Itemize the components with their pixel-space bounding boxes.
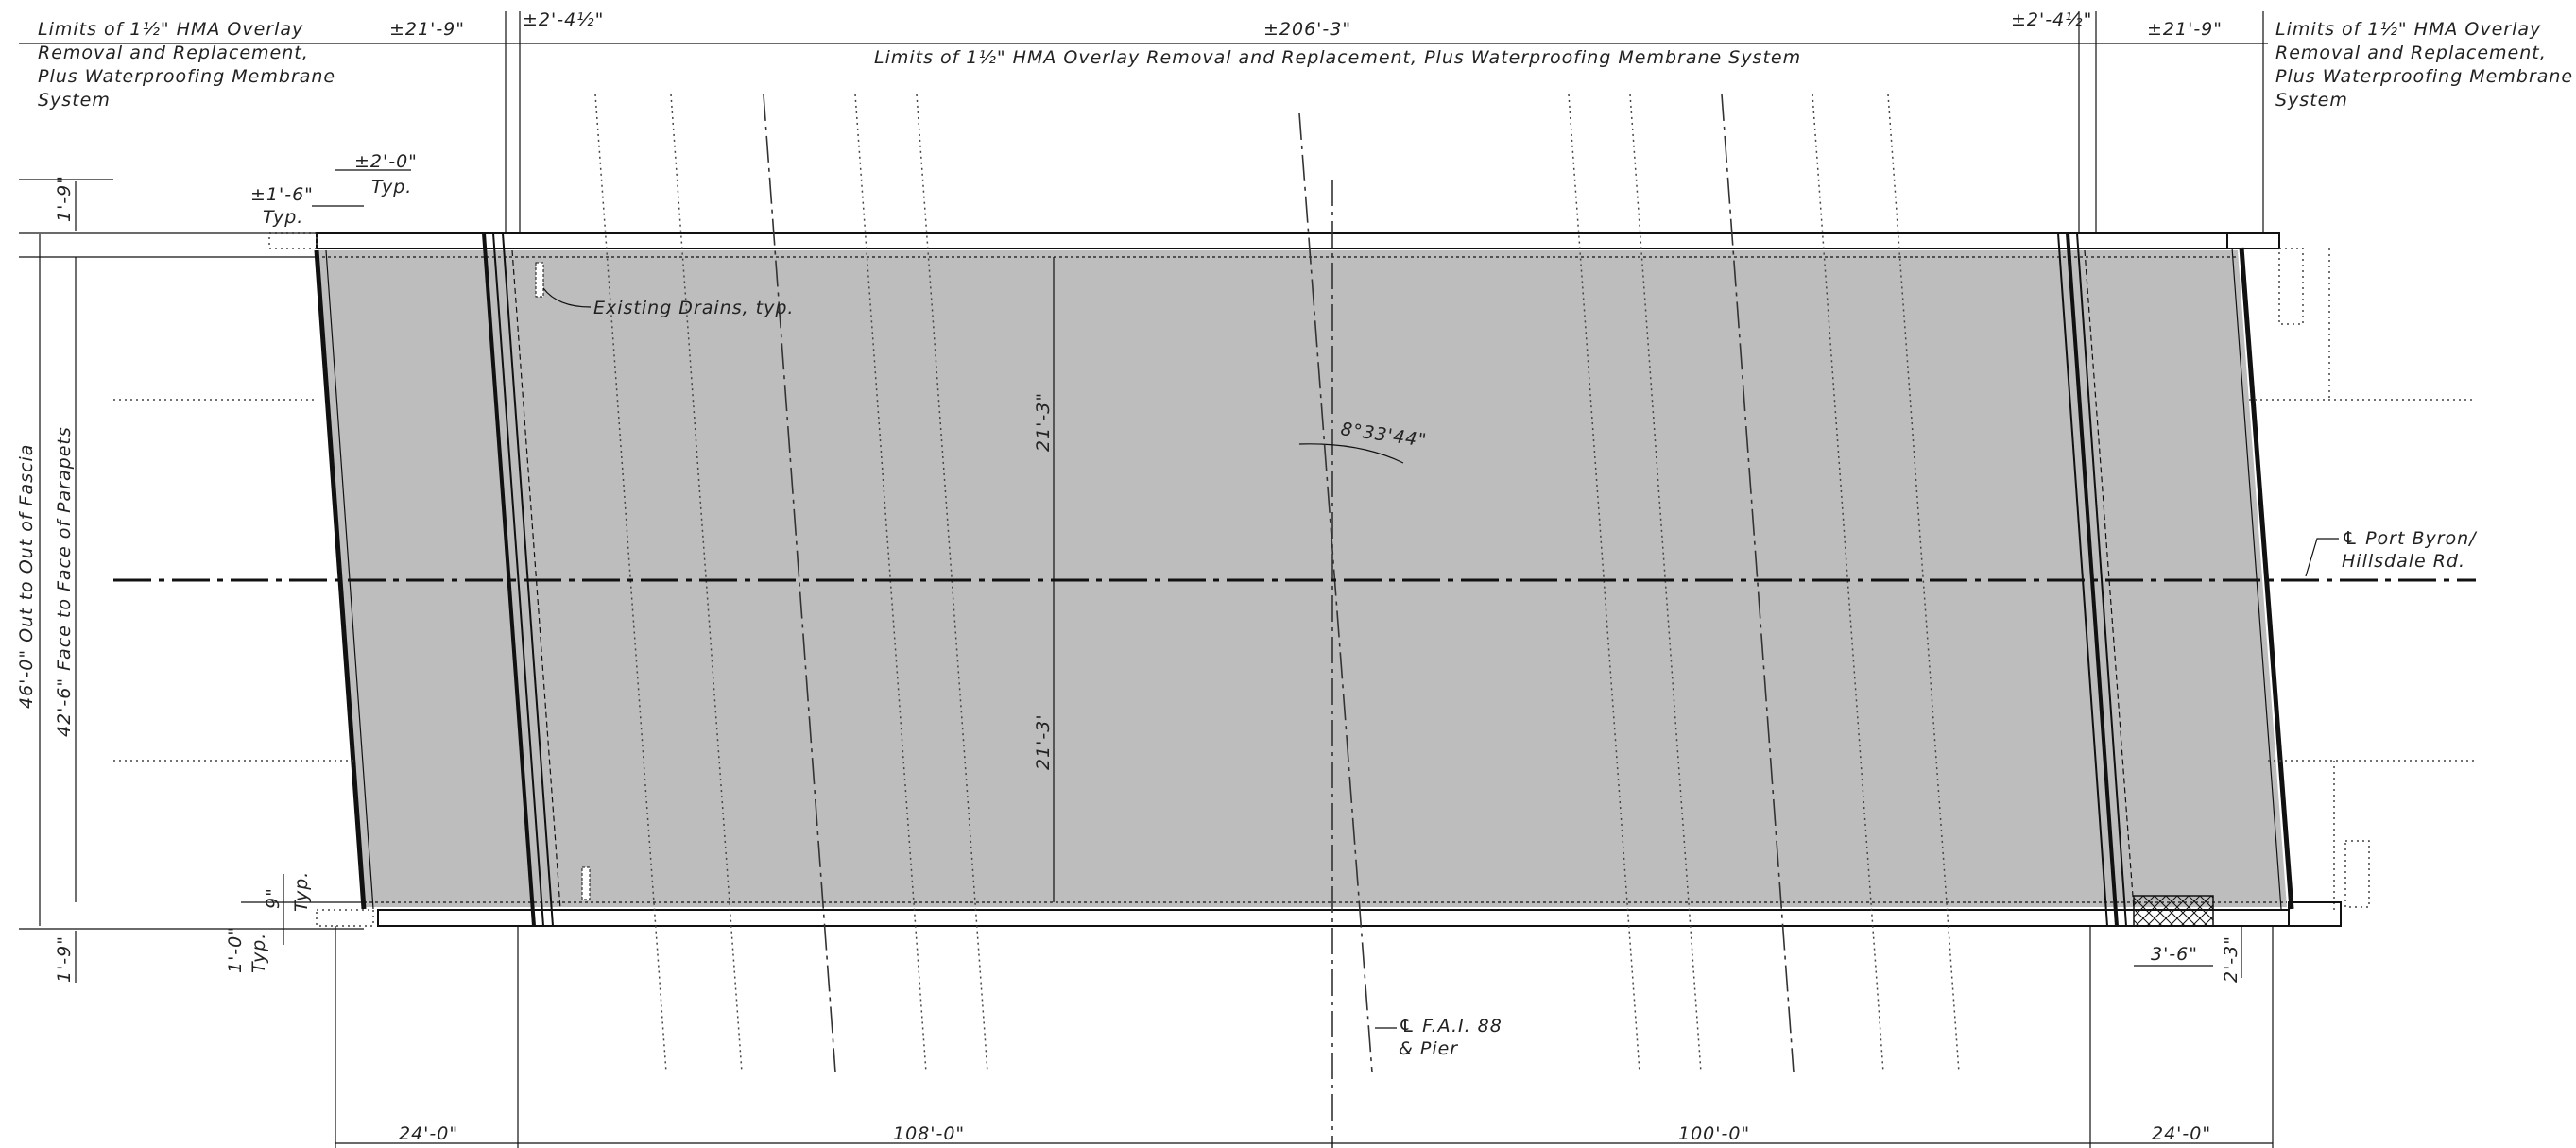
dim-1-9-top: 1'-9" [54,175,75,222]
half-width-upper: 21'-3" [1033,392,1054,452]
drain-south [581,866,591,900]
north-parapet [316,232,2228,249]
limits-right-line3: Plus Waterproofing Membrane [2275,66,2573,87]
east-abutment [2239,247,2294,910]
dim-1-9-bottom: 1'-9" [54,935,75,983]
south-parapet [377,909,2290,927]
typ-a: Typ. [263,207,303,228]
bottom-dim-24-left: 24'-0" [399,1123,458,1144]
road-centerline-label-1: ℄ Port Byron/ [2342,528,2478,549]
limits-right-line2: Removal and Replacement, [2275,43,2547,63]
fascia-dim: 46'-0" Out to Out of Fascia [16,444,37,709]
typ-c: Typ. [291,871,312,912]
top-dim-right: ±21'-9" [2147,19,2223,40]
limits-left-line4: System [38,90,111,111]
typ-b: Typ. [371,177,412,197]
bottom-dim-100: 100'-0" [1678,1123,1750,1144]
dim-1-6: ±1'-6" [250,184,314,205]
bottom-dim-24-right: 24'-0" [2152,1123,2211,1144]
road-centerline-label-2: Hillsdale Rd. [2342,551,2465,572]
west-joint [482,232,536,927]
pier-centerline [1298,112,1373,1073]
limits-left-line2: Removal and Replacement, [38,43,309,63]
dim-9: 9" [263,887,283,909]
dim-2-3: 2'-3" [2221,935,2241,983]
top-dim-left: ±21'-9" [389,19,465,40]
limits-left-line3: Plus Waterproofing Membrane [38,66,335,87]
dim-2-0: ±2'-0" [354,151,418,172]
hatched-block [2133,895,2214,927]
top-dim-right-small: ±2'-4½" [2011,9,2092,30]
drains-label: Existing Drains, typ. [593,298,794,318]
parapets-dim: 42'-6" Face to Face of Parapets [54,426,75,737]
drain-north [535,262,544,298]
typ-d: Typ. [249,933,269,973]
bottom-dim-108: 108'-0" [893,1123,965,1144]
limits-right-line4: System [2275,90,2348,111]
limits-center: Limits of 1½" HMA Overlay Removal and Re… [874,47,1801,68]
pier-centerline-label-1: ℄ F.A.I. 88 [1399,1016,1503,1037]
top-dim-center: ±206'-3" [1263,19,1351,40]
top-dim-left-small: ±2'-4½" [523,9,604,30]
limits-left-line1: Limits of 1½" HMA Overlay [38,19,303,40]
half-width-lower: 21'-3' [1033,713,1054,770]
pier-centerline-label-2: & Pier [1399,1038,1458,1059]
dim-3-6: 3'-6" [2151,944,2198,965]
dim-1-0: 1'-0" [225,926,246,973]
limits-right-line1: Limits of 1½" HMA Overlay [2275,19,2541,40]
